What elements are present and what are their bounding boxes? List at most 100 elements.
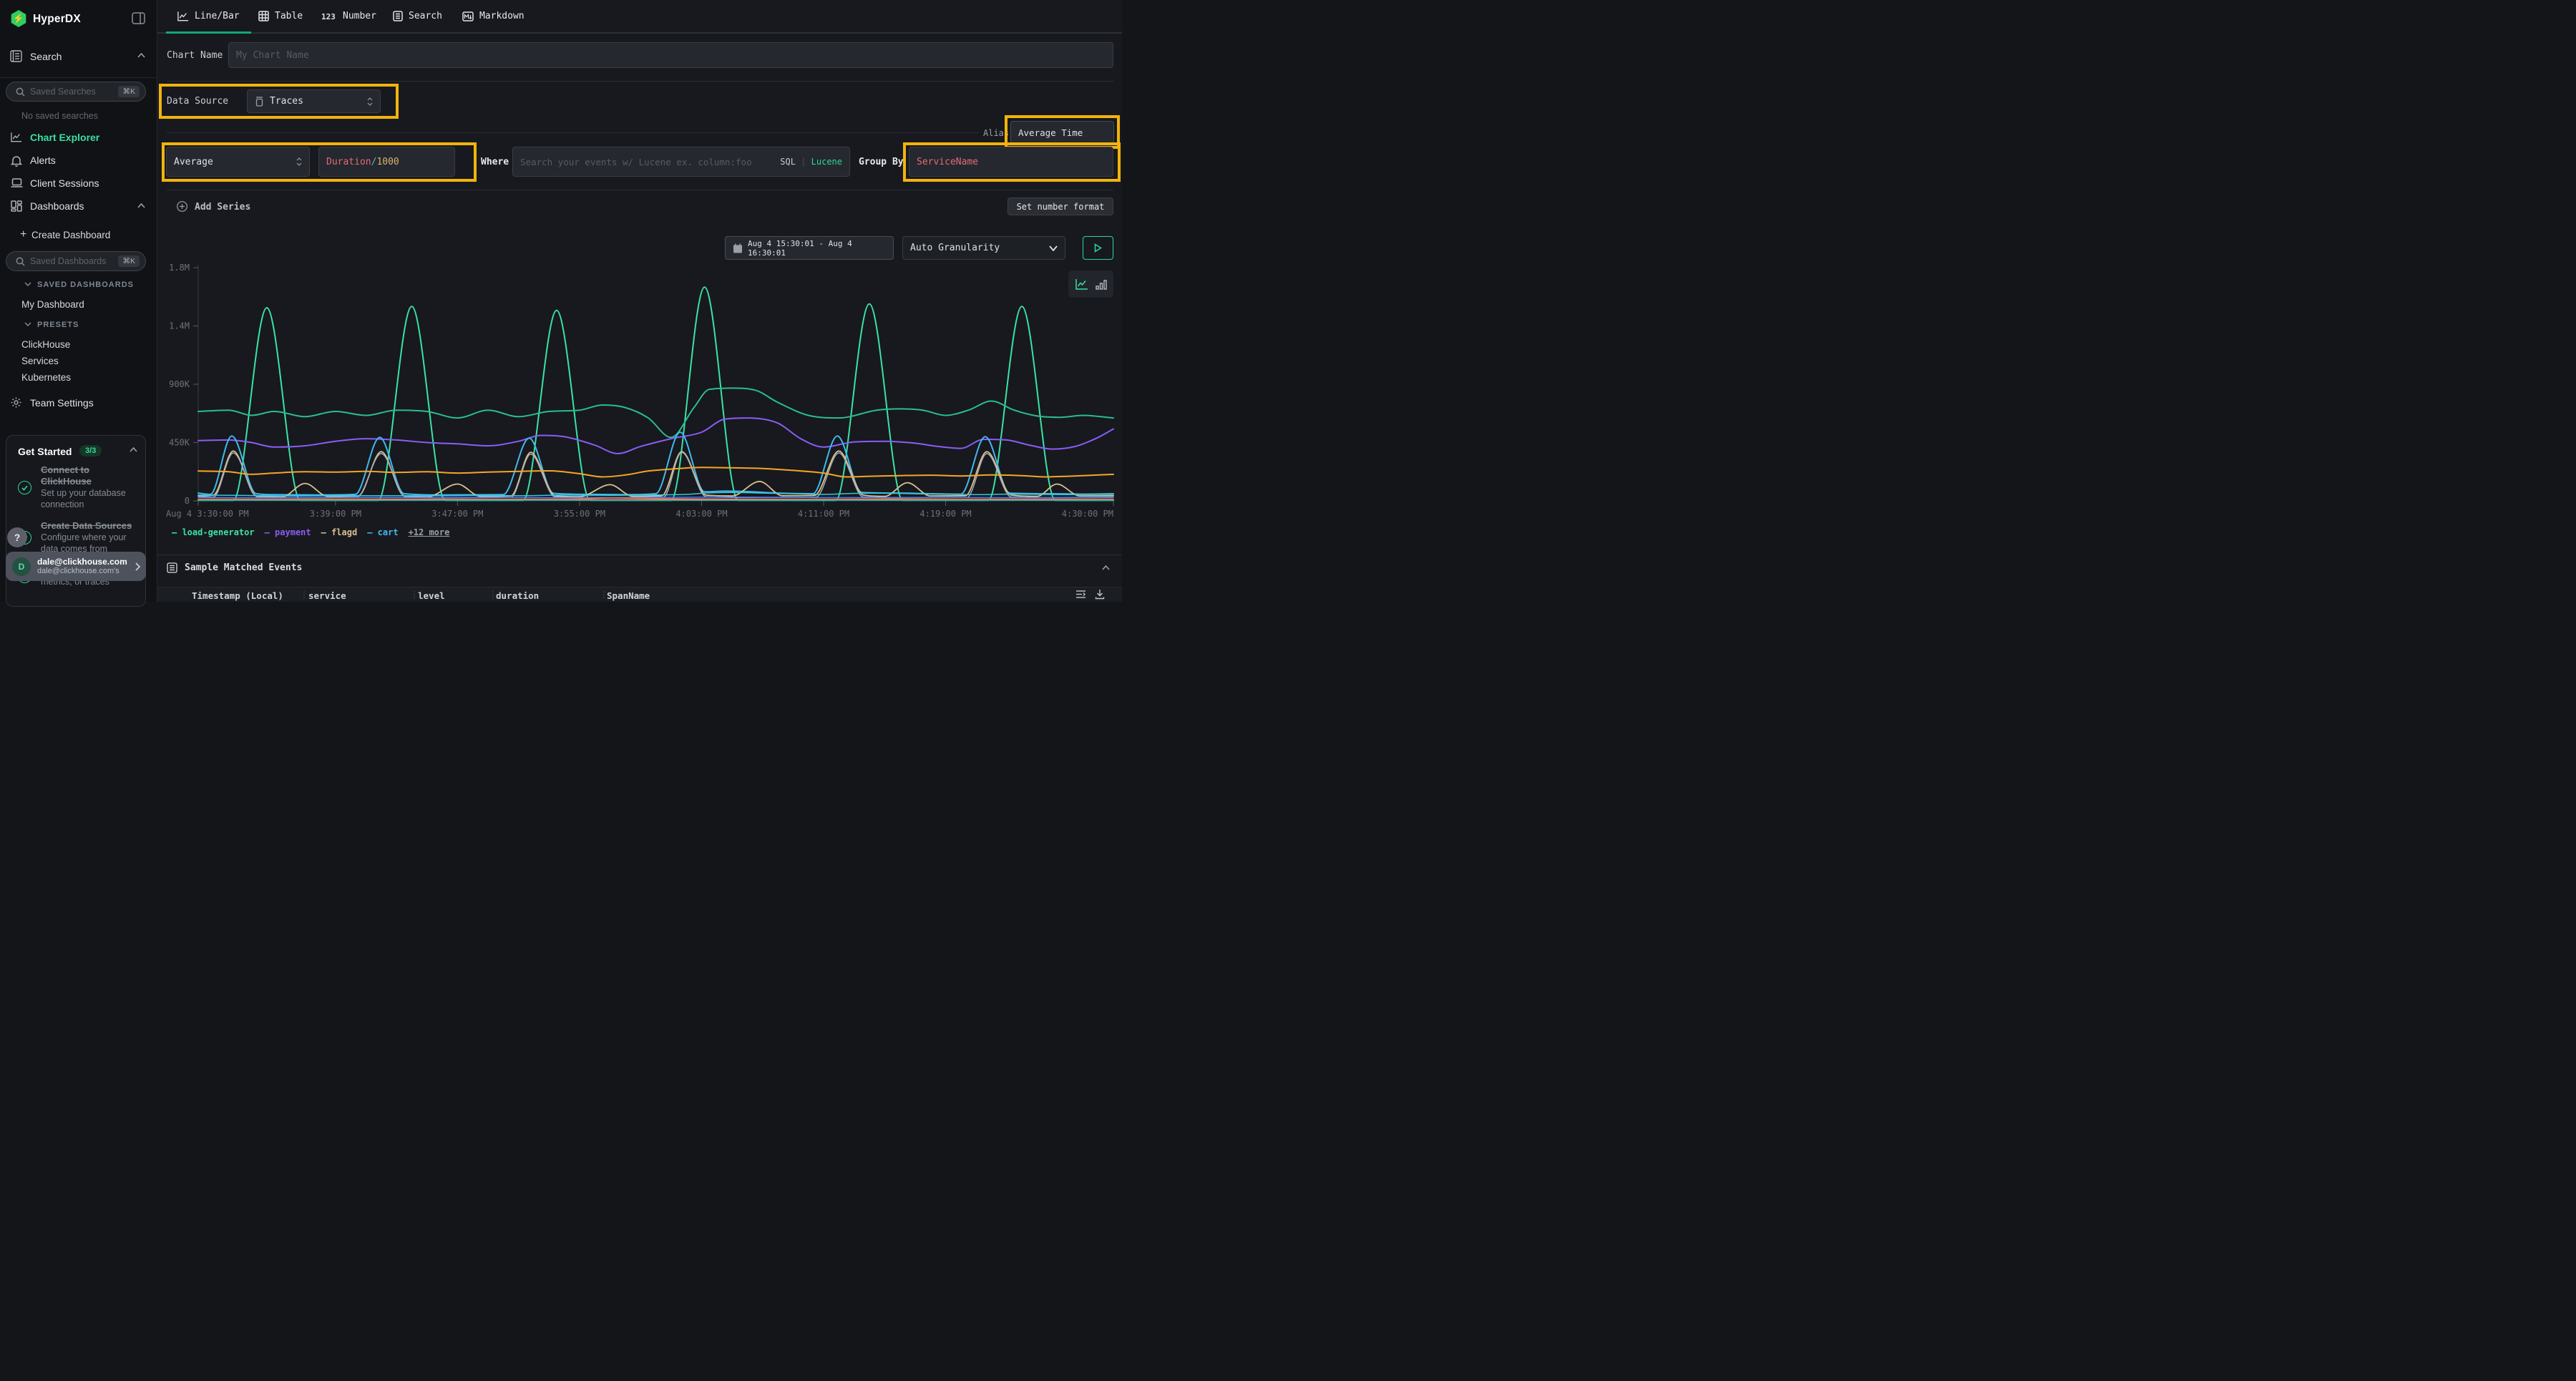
legend-item-flagd[interactable]: — flagd — [321, 527, 358, 537]
series-flagd — [197, 450, 1114, 498]
aggregation-select[interactable]: Average — [166, 147, 310, 177]
series-ad — [197, 496, 1114, 499]
where-search-input[interactable]: Search your events w/ Lucene ex. column:… — [512, 147, 850, 177]
series-highlight-box — [162, 142, 477, 182]
sidebar-item-services[interactable]: Services — [21, 356, 59, 366]
column-header-spanname[interactable]: SpanName — [607, 590, 650, 601]
sidebar-item-kubernetes[interactable]: Kubernetes — [21, 372, 72, 383]
search-icon — [16, 257, 25, 266]
tab-markdown[interactable]: Markdown — [462, 0, 525, 32]
series-load-generator — [197, 286, 1114, 502]
chevron-down-icon[interactable] — [24, 282, 31, 286]
legend-item-load-generator[interactable]: — load-generator — [172, 527, 255, 537]
sidebar-item-client-sessions[interactable]: Client Sessions — [30, 177, 99, 189]
table-options-icon[interactable] — [1075, 590, 1086, 599]
column-resize-handle[interactable]: ⋮ — [300, 590, 308, 600]
field-expression-value: Duration/1000 — [326, 156, 399, 167]
collapse-events-icon[interactable] — [1102, 565, 1110, 570]
legend-more[interactable]: +12 more — [408, 527, 450, 537]
tab-search[interactable]: Search — [393, 0, 442, 32]
svg-text:4:11:00 PM: 4:11:00 PM — [798, 509, 849, 519]
sidebar-item-create-dashboard[interactable]: Create Dashboard — [31, 230, 111, 240]
column-header-duration[interactable]: duration — [496, 590, 540, 601]
sql-toggle[interactable]: SQL — [780, 157, 796, 167]
user-menu[interactable]: D dale@clickhouse.com dale@clickhouse.co… — [6, 552, 146, 581]
group-by-highlight-box — [903, 142, 1121, 182]
series-frontend — [197, 387, 1114, 439]
collapse-sidebar-icon[interactable] — [132, 12, 145, 24]
time-range-input[interactable]: Aug 4 15:30:01 - Aug 4 16:30:01 — [725, 236, 894, 260]
group-by-input[interactable]: ServiceName — [909, 147, 1113, 177]
tab-line-bar[interactable]: Line/Bar — [166, 0, 251, 34]
series-frontend-proxy — [197, 467, 1114, 478]
chevron-up-icon[interactable] — [137, 53, 145, 58]
sidebar-item-dashboards[interactable]: Dashboards — [30, 200, 84, 212]
chevron-down-icon[interactable] — [24, 322, 31, 326]
column-header-level[interactable]: level — [418, 590, 445, 601]
sidebar-group-header[interactable]: PRESETS — [37, 321, 79, 329]
aggregation-value: Average — [174, 156, 213, 167]
no-saved-searches-text: No saved searches — [21, 111, 99, 121]
alias-value: Average Time — [1018, 127, 1083, 138]
timeseries-chart[interactable]: 0 450K 900K 1.4M 1.8M Aug 4 3:30:00 PM 3:39:00… — [157, 258, 1122, 526]
sidebar-item-clickhouse[interactable]: ClickHouse — [21, 339, 71, 350]
chart-line-icon — [11, 132, 22, 142]
kbd-shortcut: ⌘K — [118, 255, 140, 267]
alias-input[interactable]: Average Time — [1010, 121, 1114, 144]
kbd-shortcut: ⌘K — [118, 86, 140, 97]
time-range-value: Aug 4 15:30:01 - Aug 4 16:30:01 — [748, 238, 852, 258]
check-circle-icon — [18, 481, 31, 494]
hyperdx-app: ⚡ HyperDX Search Saved Searches ⌘K No sa… — [0, 0, 1122, 607]
column-header-service[interactable]: service — [308, 590, 346, 601]
line-chart-toggle-icon[interactable] — [1075, 278, 1088, 290]
saved-dashboards-input[interactable]: Saved Dashboards ⌘K — [6, 251, 146, 271]
granularity-value: Auto Granularity — [910, 243, 1000, 253]
plus-circle-icon — [177, 201, 187, 212]
sidebar-item-my-dashboard[interactable]: My Dashboard — [21, 299, 84, 310]
bar-chart-toggle-icon[interactable] — [1095, 279, 1107, 290]
run-query-button[interactable] — [1083, 236, 1113, 260]
sidebar-item-team-settings[interactable]: Team Settings — [30, 397, 94, 409]
chevron-up-icon[interactable] — [137, 203, 145, 208]
granularity-select[interactable]: Auto Granularity — [902, 236, 1065, 260]
series-email — [197, 497, 1114, 500]
sidebar-group-header[interactable]: SAVED DASHBOARDS — [37, 280, 134, 289]
events-table-header: Timestamp (Local) service level duration Spa… — [157, 587, 1122, 602]
column-resize-handle[interactable]: ⋮ — [600, 590, 608, 600]
saved-searches-placeholder: Saved Searches — [30, 87, 96, 97]
column-resize-handle[interactable]: ⋮ — [489, 590, 497, 600]
series-recommendation — [197, 499, 1114, 501]
bell-icon — [11, 155, 22, 167]
sidebar: ⚡ HyperDX Search Saved Searches ⌘K No sa… — [0, 0, 157, 607]
set-number-format-button[interactable]: Set number format — [1008, 197, 1113, 215]
svg-text:3:39:00 PM: 3:39:00 PM — [310, 509, 361, 519]
legend-item-cart[interactable]: — cart — [367, 527, 399, 537]
chart-name-placeholder: My Chart Name — [236, 49, 309, 61]
sidebar-item-chart-explorer[interactable]: Chart Explorer — [30, 132, 100, 143]
download-icon[interactable] — [1095, 589, 1105, 600]
123-icon: 123 — [321, 11, 337, 21]
chevron-up-icon[interactable] — [130, 447, 137, 452]
add-series-button[interactable]: Add Series — [195, 202, 251, 213]
column-resize-handle[interactable]: ⋮ — [410, 590, 419, 600]
data-source-select[interactable]: Traces — [247, 89, 381, 113]
gear-icon — [10, 396, 22, 409]
sidebar-item-alerts[interactable]: Alerts — [30, 155, 56, 166]
chart-name-input[interactable]: My Chart Name — [228, 42, 1113, 68]
tab-table[interactable]: Table — [258, 0, 303, 32]
get-started-item[interactable]: Connect to ClickHouse Set up your database… — [41, 464, 126, 509]
chart-type-tabs: Line/Bar Table 123 Number Search Markdown — [157, 0, 1122, 34]
tab-number[interactable]: 123 Number — [321, 11, 376, 21]
doc-icon — [393, 11, 403, 21]
data-source-label: Data Source — [167, 96, 229, 107]
lucene-toggle[interactable]: Lucene — [811, 157, 842, 167]
legend-item-payment[interactable]: — payment — [264, 527, 311, 537]
table-icon — [258, 11, 269, 21]
database-icon — [255, 96, 264, 107]
get-started-item[interactable]: Create Data Sources Configure where your d… — [41, 520, 132, 554]
field-expression-input[interactable]: Duration/1000 — [318, 147, 455, 177]
column-header-timestamp-local-[interactable]: Timestamp (Local) — [192, 590, 283, 601]
saved-searches-input[interactable]: Saved Searches ⌘K — [6, 82, 146, 102]
sidebar-item-search[interactable]: Search — [30, 51, 62, 62]
help-button[interactable]: ? — [7, 527, 27, 547]
